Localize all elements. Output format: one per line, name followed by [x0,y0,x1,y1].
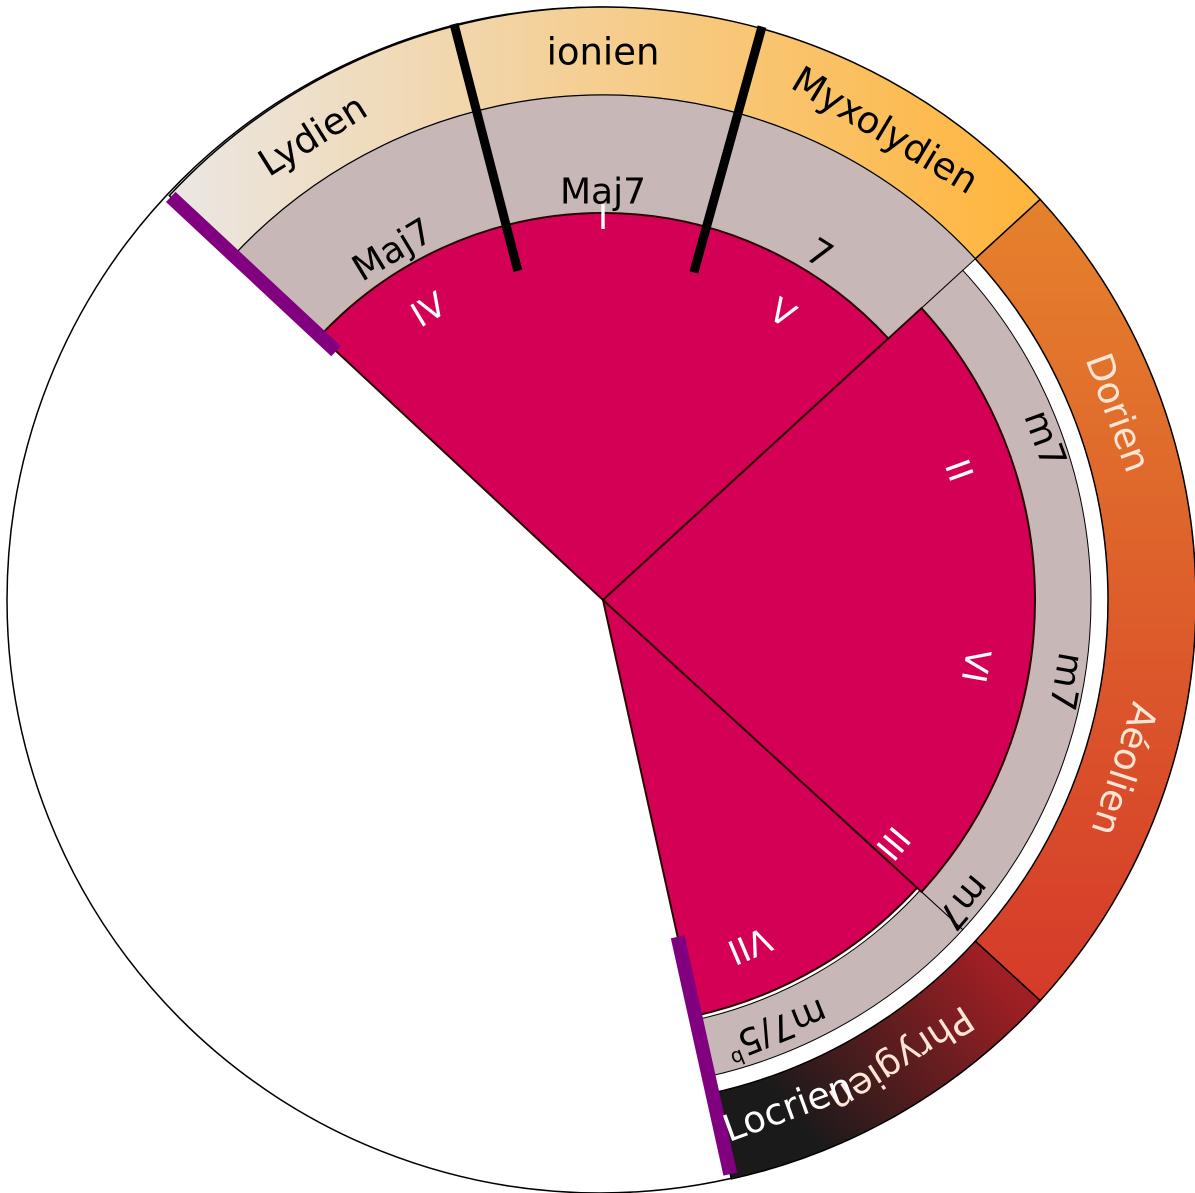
divider-marker-purple-1 [165,191,341,357]
degree-sector-locrian [601,597,919,1018]
divider-marker-black-1 [449,22,523,272]
degree-sectors [318,212,1037,1018]
degree-label-VI: VI [953,646,998,686]
mode-ring [168,6,1195,1180]
divider-marker-purple-2 [670,935,738,1176]
mode-label-ionien: ionien [547,31,660,74]
degree-label-I: I [598,198,608,238]
chord-label-I: Maj7 [560,172,646,213]
chord-label-VI: m7 [1041,650,1091,714]
divider-marker-black-2 [689,25,767,274]
degree-sector-minor [601,306,1037,894]
degree-sector-major [318,212,890,602]
